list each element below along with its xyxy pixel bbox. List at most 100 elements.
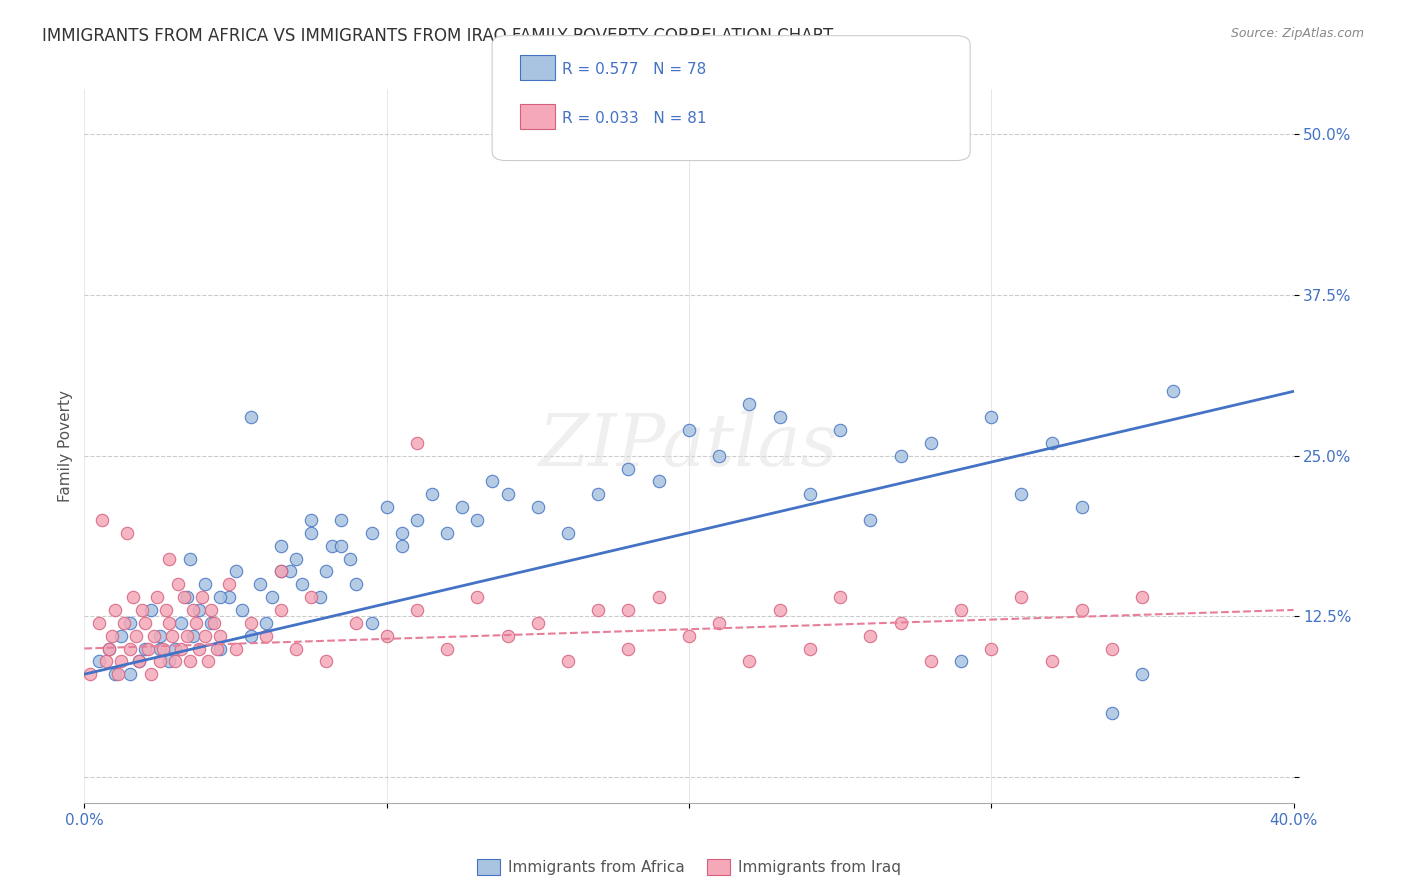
Point: [1101, 641, 1123, 656]
Point: [617, 603, 640, 617]
Point: [239, 629, 262, 643]
Point: [112, 615, 135, 630]
Point: [950, 603, 973, 617]
Point: [157, 615, 180, 630]
Point: [420, 487, 443, 501]
Point: [527, 500, 550, 514]
Point: [104, 667, 127, 681]
Point: [588, 487, 610, 501]
Point: [152, 641, 174, 656]
Point: [115, 525, 138, 540]
Point: [188, 641, 211, 656]
Point: [270, 565, 292, 579]
Point: [176, 590, 198, 604]
Y-axis label: Family Poverty: Family Poverty: [58, 390, 73, 502]
Point: [225, 641, 247, 656]
Point: [131, 603, 153, 617]
Point: [436, 525, 458, 540]
Point: [467, 513, 489, 527]
Point: [299, 513, 322, 527]
Point: [299, 590, 322, 604]
Point: [231, 603, 253, 617]
Point: [149, 629, 172, 643]
Text: R = 0.033   N = 81: R = 0.033 N = 81: [562, 112, 707, 126]
Point: [94, 654, 117, 668]
Point: [104, 603, 127, 617]
Point: [648, 475, 671, 489]
Point: [1161, 384, 1184, 399]
Point: [330, 513, 353, 527]
Point: [110, 629, 132, 643]
Point: [291, 577, 314, 591]
Point: [89, 654, 111, 668]
Point: [299, 525, 322, 540]
Point: [738, 397, 761, 411]
Point: [285, 641, 308, 656]
Point: [1040, 654, 1063, 668]
Point: [157, 654, 180, 668]
Point: [173, 590, 195, 604]
Point: [100, 629, 122, 643]
Point: [118, 641, 141, 656]
Point: [799, 641, 821, 656]
Point: [170, 641, 193, 656]
Point: [830, 590, 852, 604]
Point: [209, 629, 232, 643]
Point: [160, 629, 183, 643]
Point: [134, 615, 156, 630]
Point: [330, 539, 353, 553]
Text: Source: ZipAtlas.com: Source: ZipAtlas.com: [1230, 27, 1364, 40]
Point: [136, 641, 159, 656]
Point: [481, 475, 503, 489]
Point: [79, 667, 101, 681]
Point: [179, 551, 201, 566]
Point: [285, 551, 308, 566]
Point: [375, 500, 398, 514]
Point: [1130, 667, 1153, 681]
Point: [149, 641, 172, 656]
Point: [197, 654, 219, 668]
Point: [149, 654, 172, 668]
Point: [134, 641, 156, 656]
Point: [890, 615, 912, 630]
Point: [200, 603, 222, 617]
Point: [406, 513, 429, 527]
Point: [436, 641, 458, 656]
Point: [239, 410, 262, 425]
Point: [339, 551, 361, 566]
Point: [110, 654, 132, 668]
Point: [165, 654, 187, 668]
Point: [157, 551, 180, 566]
Point: [391, 525, 413, 540]
Point: [207, 641, 229, 656]
Point: [254, 615, 277, 630]
Point: [209, 590, 232, 604]
Point: [194, 629, 217, 643]
Point: [155, 603, 177, 617]
Point: [406, 435, 429, 450]
Point: [496, 487, 519, 501]
Point: [678, 629, 700, 643]
Point: [225, 565, 247, 579]
Point: [467, 590, 489, 604]
Point: [186, 615, 208, 630]
Point: [738, 654, 761, 668]
Point: [451, 500, 474, 514]
Point: [315, 654, 337, 668]
Point: [202, 615, 225, 630]
Point: [118, 667, 141, 681]
Point: [617, 461, 640, 475]
Point: [170, 615, 193, 630]
Point: [165, 641, 187, 656]
Point: [859, 629, 882, 643]
Point: [260, 590, 283, 604]
Point: [91, 513, 114, 527]
Point: [218, 577, 240, 591]
Point: [709, 615, 731, 630]
Point: [139, 603, 162, 617]
Point: [1101, 706, 1123, 720]
Point: [830, 423, 852, 437]
Point: [346, 577, 368, 591]
Point: [1011, 487, 1033, 501]
Point: [97, 641, 120, 656]
